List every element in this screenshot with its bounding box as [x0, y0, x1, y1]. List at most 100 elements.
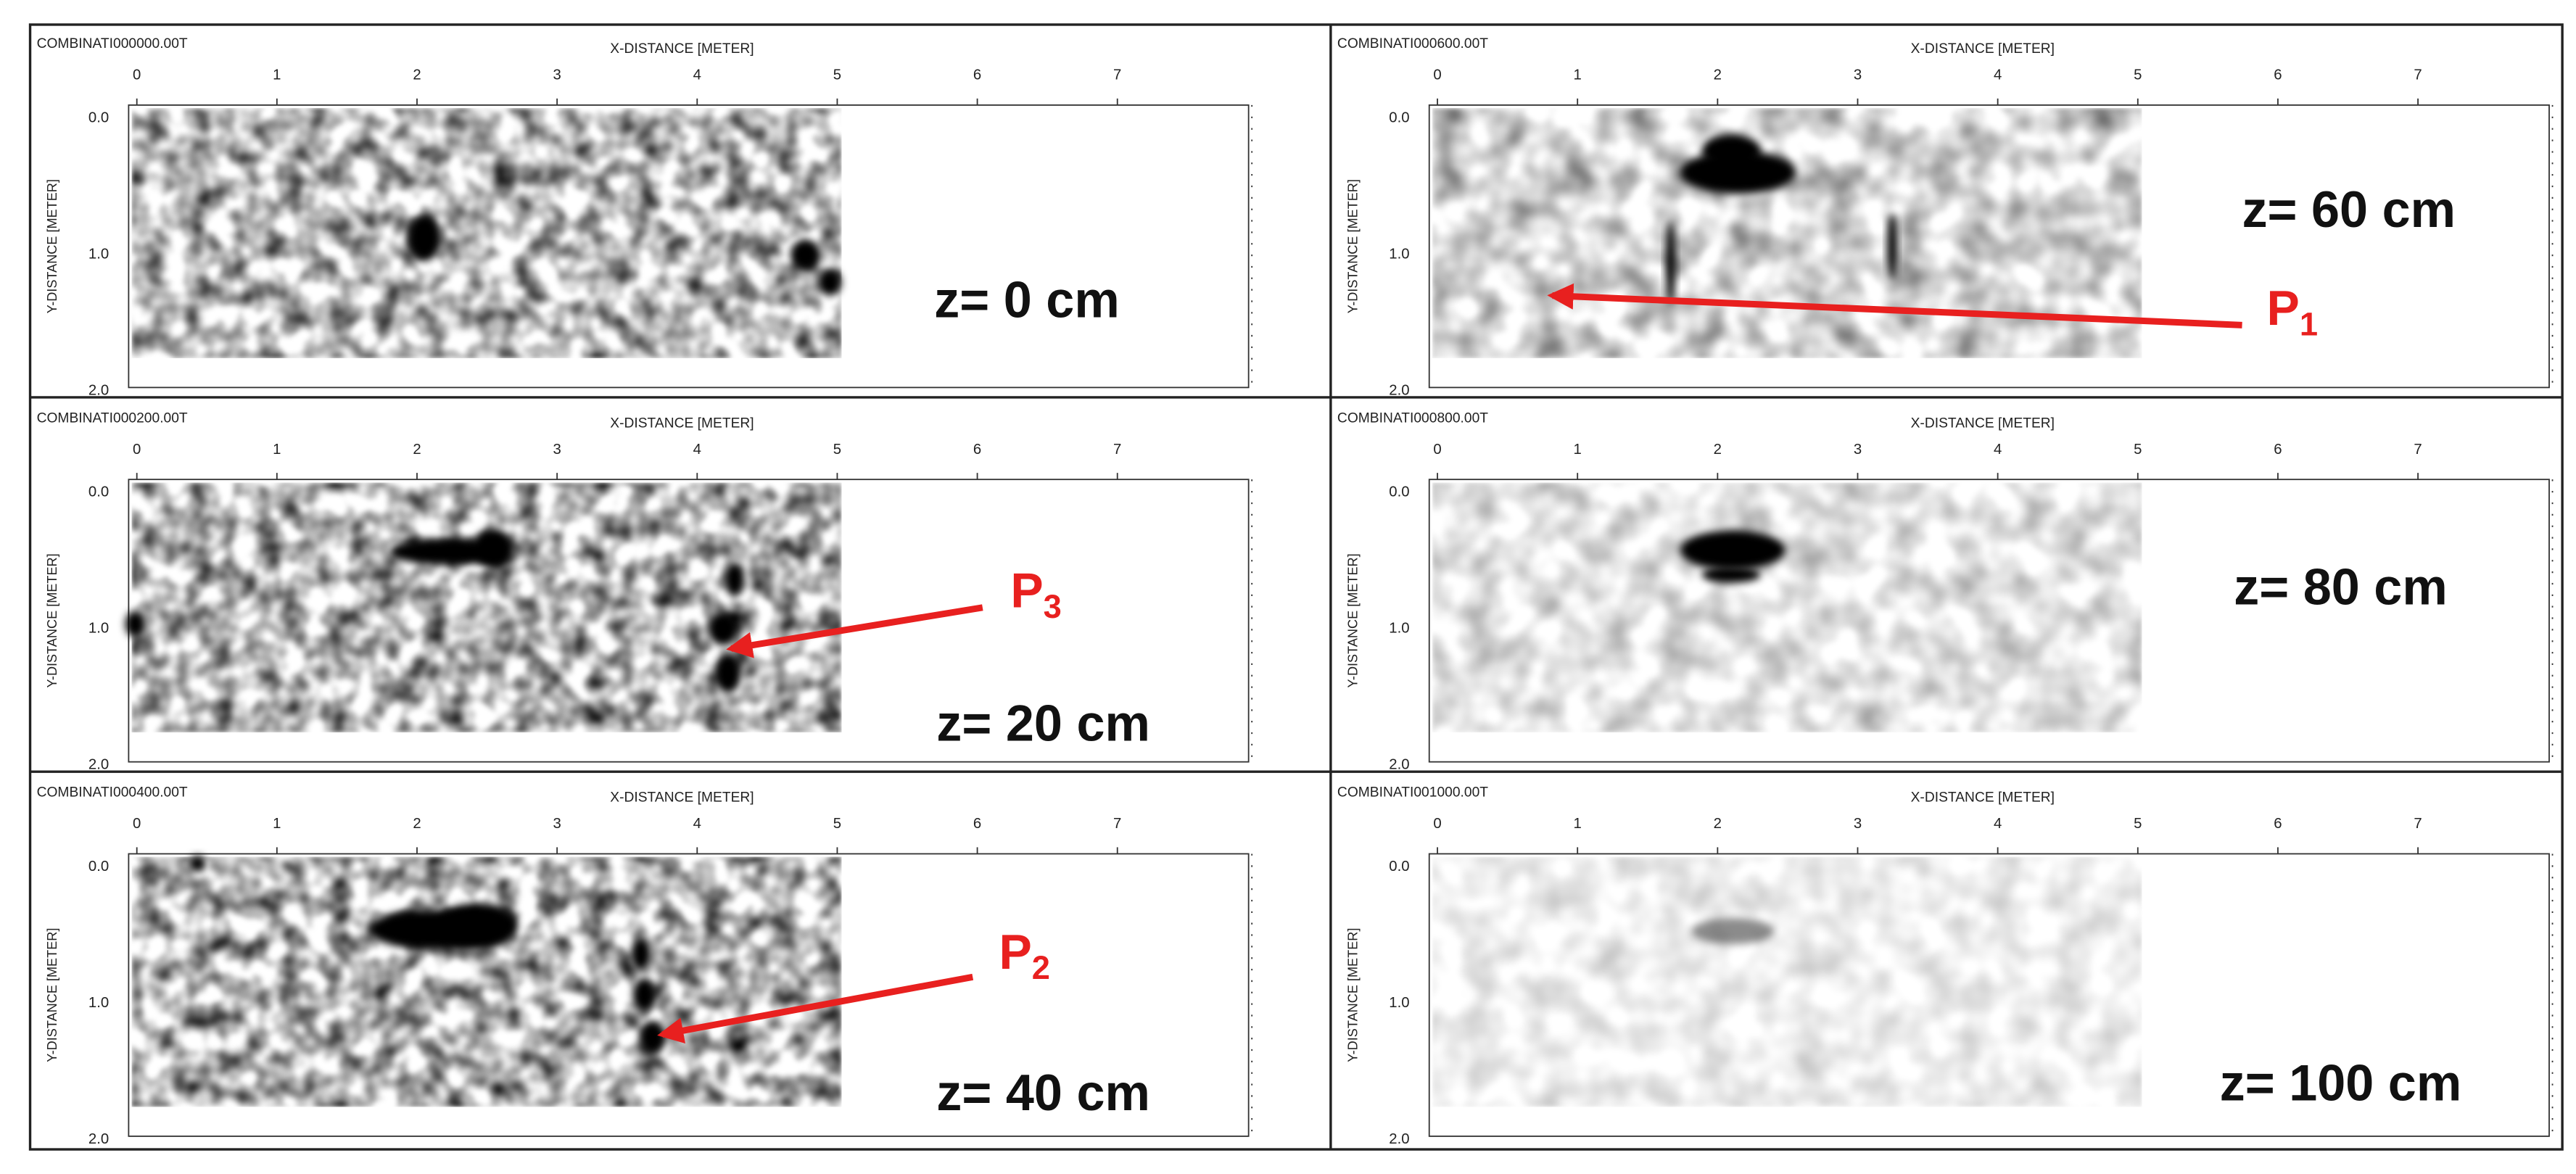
- x-tick-label: 2: [1714, 442, 1722, 458]
- y-tick-label: 2.0: [1389, 382, 1409, 398]
- panel: COMBINATI000600.00T X-DISTANCE [METER] 0 1 2…: [1337, 36, 2554, 398]
- y-tick-label: 0.0: [88, 859, 109, 875]
- file-name: COMBINATI000000.00T: [37, 36, 188, 51]
- x-tick-label: 3: [553, 816, 561, 832]
- arrow: [657, 973, 974, 1044]
- y-axis-label: Y-DISTANCE [METER]: [45, 553, 59, 687]
- x-axis-label: X-DISTANCE [METER]: [1911, 416, 2055, 431]
- anomaly: [1680, 530, 1786, 570]
- x-tick-label: 5: [833, 442, 841, 458]
- x-tick-label: 1: [273, 816, 281, 832]
- radar-image: [131, 856, 842, 1107]
- radar-image: [1432, 108, 2142, 358]
- x-tick-label: 7: [1113, 67, 1121, 83]
- depth-label: z= 60 cm: [2242, 181, 2456, 238]
- anomaly: [818, 269, 842, 296]
- anomaly: [473, 529, 513, 569]
- marker-letter: P: [999, 925, 1031, 980]
- x-tick-label: 7: [2414, 816, 2422, 832]
- file-name: COMBINATI000200.00T: [37, 410, 188, 426]
- y-tick-label: 0.0: [88, 484, 109, 500]
- arrow: [1547, 283, 2242, 328]
- anomaly: [1692, 917, 1775, 944]
- y-tick-label: 1.0: [1389, 246, 1409, 262]
- x-tick-label: 2: [1714, 67, 1722, 83]
- y-tick-label: 1.0: [88, 621, 109, 637]
- marker-letter: P: [1010, 564, 1043, 619]
- radar-image: [131, 108, 842, 358]
- depth-label: z= 20 cm: [936, 695, 1150, 752]
- x-axis-label: X-DISTANCE [METER]: [610, 41, 754, 57]
- depth-label: z= 100 cm: [2220, 1054, 2462, 1112]
- y-tick-label: 1.0: [88, 995, 109, 1011]
- panel: COMBINATI000200.00T X-DISTANCE [METER] 0 1 2…: [37, 410, 1253, 773]
- anomaly: [1701, 134, 1762, 168]
- marker-letter: P: [2267, 281, 2300, 336]
- y-tick-label: 0.0: [1389, 109, 1409, 125]
- x-tick-label: 7: [2414, 67, 2422, 83]
- y-axis-label: Y-DISTANCE [METER]: [1345, 179, 1360, 313]
- x-axis-label: X-DISTANCE [METER]: [610, 416, 754, 431]
- depth-label: z= 0 cm: [934, 270, 1120, 328]
- x-tick-label: 4: [693, 442, 701, 458]
- x-tick-label: 6: [2274, 442, 2282, 458]
- x-tick-label: 1: [1574, 67, 1582, 83]
- anomaly: [714, 653, 741, 693]
- x-tick-label: 6: [2274, 67, 2282, 83]
- x-tick-label: 2: [413, 442, 421, 458]
- x-tick-label: 7: [2414, 442, 2422, 458]
- x-tick-label: 3: [1854, 816, 1862, 832]
- x-tick-label: 0: [1433, 816, 1441, 832]
- x-axis-label: X-DISTANCE [METER]: [1911, 41, 2055, 57]
- x-tick-label: 0: [1433, 442, 1441, 458]
- y-tick-label: 2.0: [1389, 757, 1409, 773]
- file-name: COMBINATI000800.00T: [1337, 410, 1488, 426]
- file-name: COMBINATI000400.00T: [37, 785, 188, 801]
- x-tick-label: 4: [1994, 442, 2002, 458]
- panel: COMBINATI001000.00T X-DISTANCE [METER] 0 1 2…: [1337, 785, 2554, 1147]
- x-tick-label: 2: [1714, 816, 1722, 832]
- radar-image: [1432, 856, 2142, 1107]
- x-tick-label: 6: [973, 67, 981, 83]
- x-tick-label: 2: [413, 816, 421, 832]
- y-tick-label: 2.0: [1389, 1131, 1409, 1147]
- x-tick-label: 4: [693, 816, 701, 832]
- x-tick-label: 5: [2134, 67, 2142, 83]
- anomaly: [724, 563, 745, 596]
- x-tick-label: 0: [133, 67, 141, 83]
- x-tick-label: 4: [1994, 816, 2002, 832]
- y-tick-label: 1.0: [1389, 621, 1409, 637]
- radar-image: [1432, 482, 2142, 732]
- y-tick-label: 2.0: [88, 1131, 109, 1147]
- y-tick-label: 2.0: [88, 757, 109, 773]
- x-tick-label: 4: [693, 67, 701, 83]
- x-axis-label: X-DISTANCE [METER]: [610, 790, 754, 806]
- x-tick-label: 1: [273, 67, 281, 83]
- x-axis-label: X-DISTANCE [METER]: [1911, 790, 2055, 806]
- x-tick-label: 3: [1854, 67, 1862, 83]
- marker-subscript: 2: [1032, 949, 1050, 986]
- marker-label: P3: [1010, 564, 1062, 625]
- x-tick-label: 1: [273, 442, 281, 458]
- x-tick-label: 0: [133, 442, 141, 458]
- x-tick-label: 6: [2274, 816, 2282, 832]
- depth-label: z= 80 cm: [2234, 558, 2448, 616]
- y-tick-label: 0.0: [1389, 859, 1409, 875]
- x-tick-label: 0: [1433, 67, 1441, 83]
- panel: COMBINATI000400.00T X-DISTANCE [METER] 0 1 2…: [37, 785, 1253, 1147]
- x-tick-label: 5: [2134, 442, 2142, 458]
- depth-label: z= 40 cm: [936, 1064, 1150, 1121]
- x-tick-label: 6: [973, 816, 981, 832]
- anomaly: [631, 937, 651, 971]
- x-tick-label: 5: [2134, 816, 2142, 832]
- y-axis-label: Y-DISTANCE [METER]: [45, 179, 59, 313]
- y-tick-label: 2.0: [88, 382, 109, 398]
- file-name: COMBINATI000600.00T: [1337, 36, 1488, 51]
- panel: COMBINATI000800.00T X-DISTANCE [METER] 0 1 2…: [1337, 410, 2554, 773]
- x-tick-label: 1: [1574, 442, 1582, 458]
- arrow: [726, 604, 983, 658]
- x-tick-label: 5: [833, 67, 841, 83]
- y-tick-label: 1.0: [88, 246, 109, 262]
- x-tick-label: 7: [1113, 442, 1121, 458]
